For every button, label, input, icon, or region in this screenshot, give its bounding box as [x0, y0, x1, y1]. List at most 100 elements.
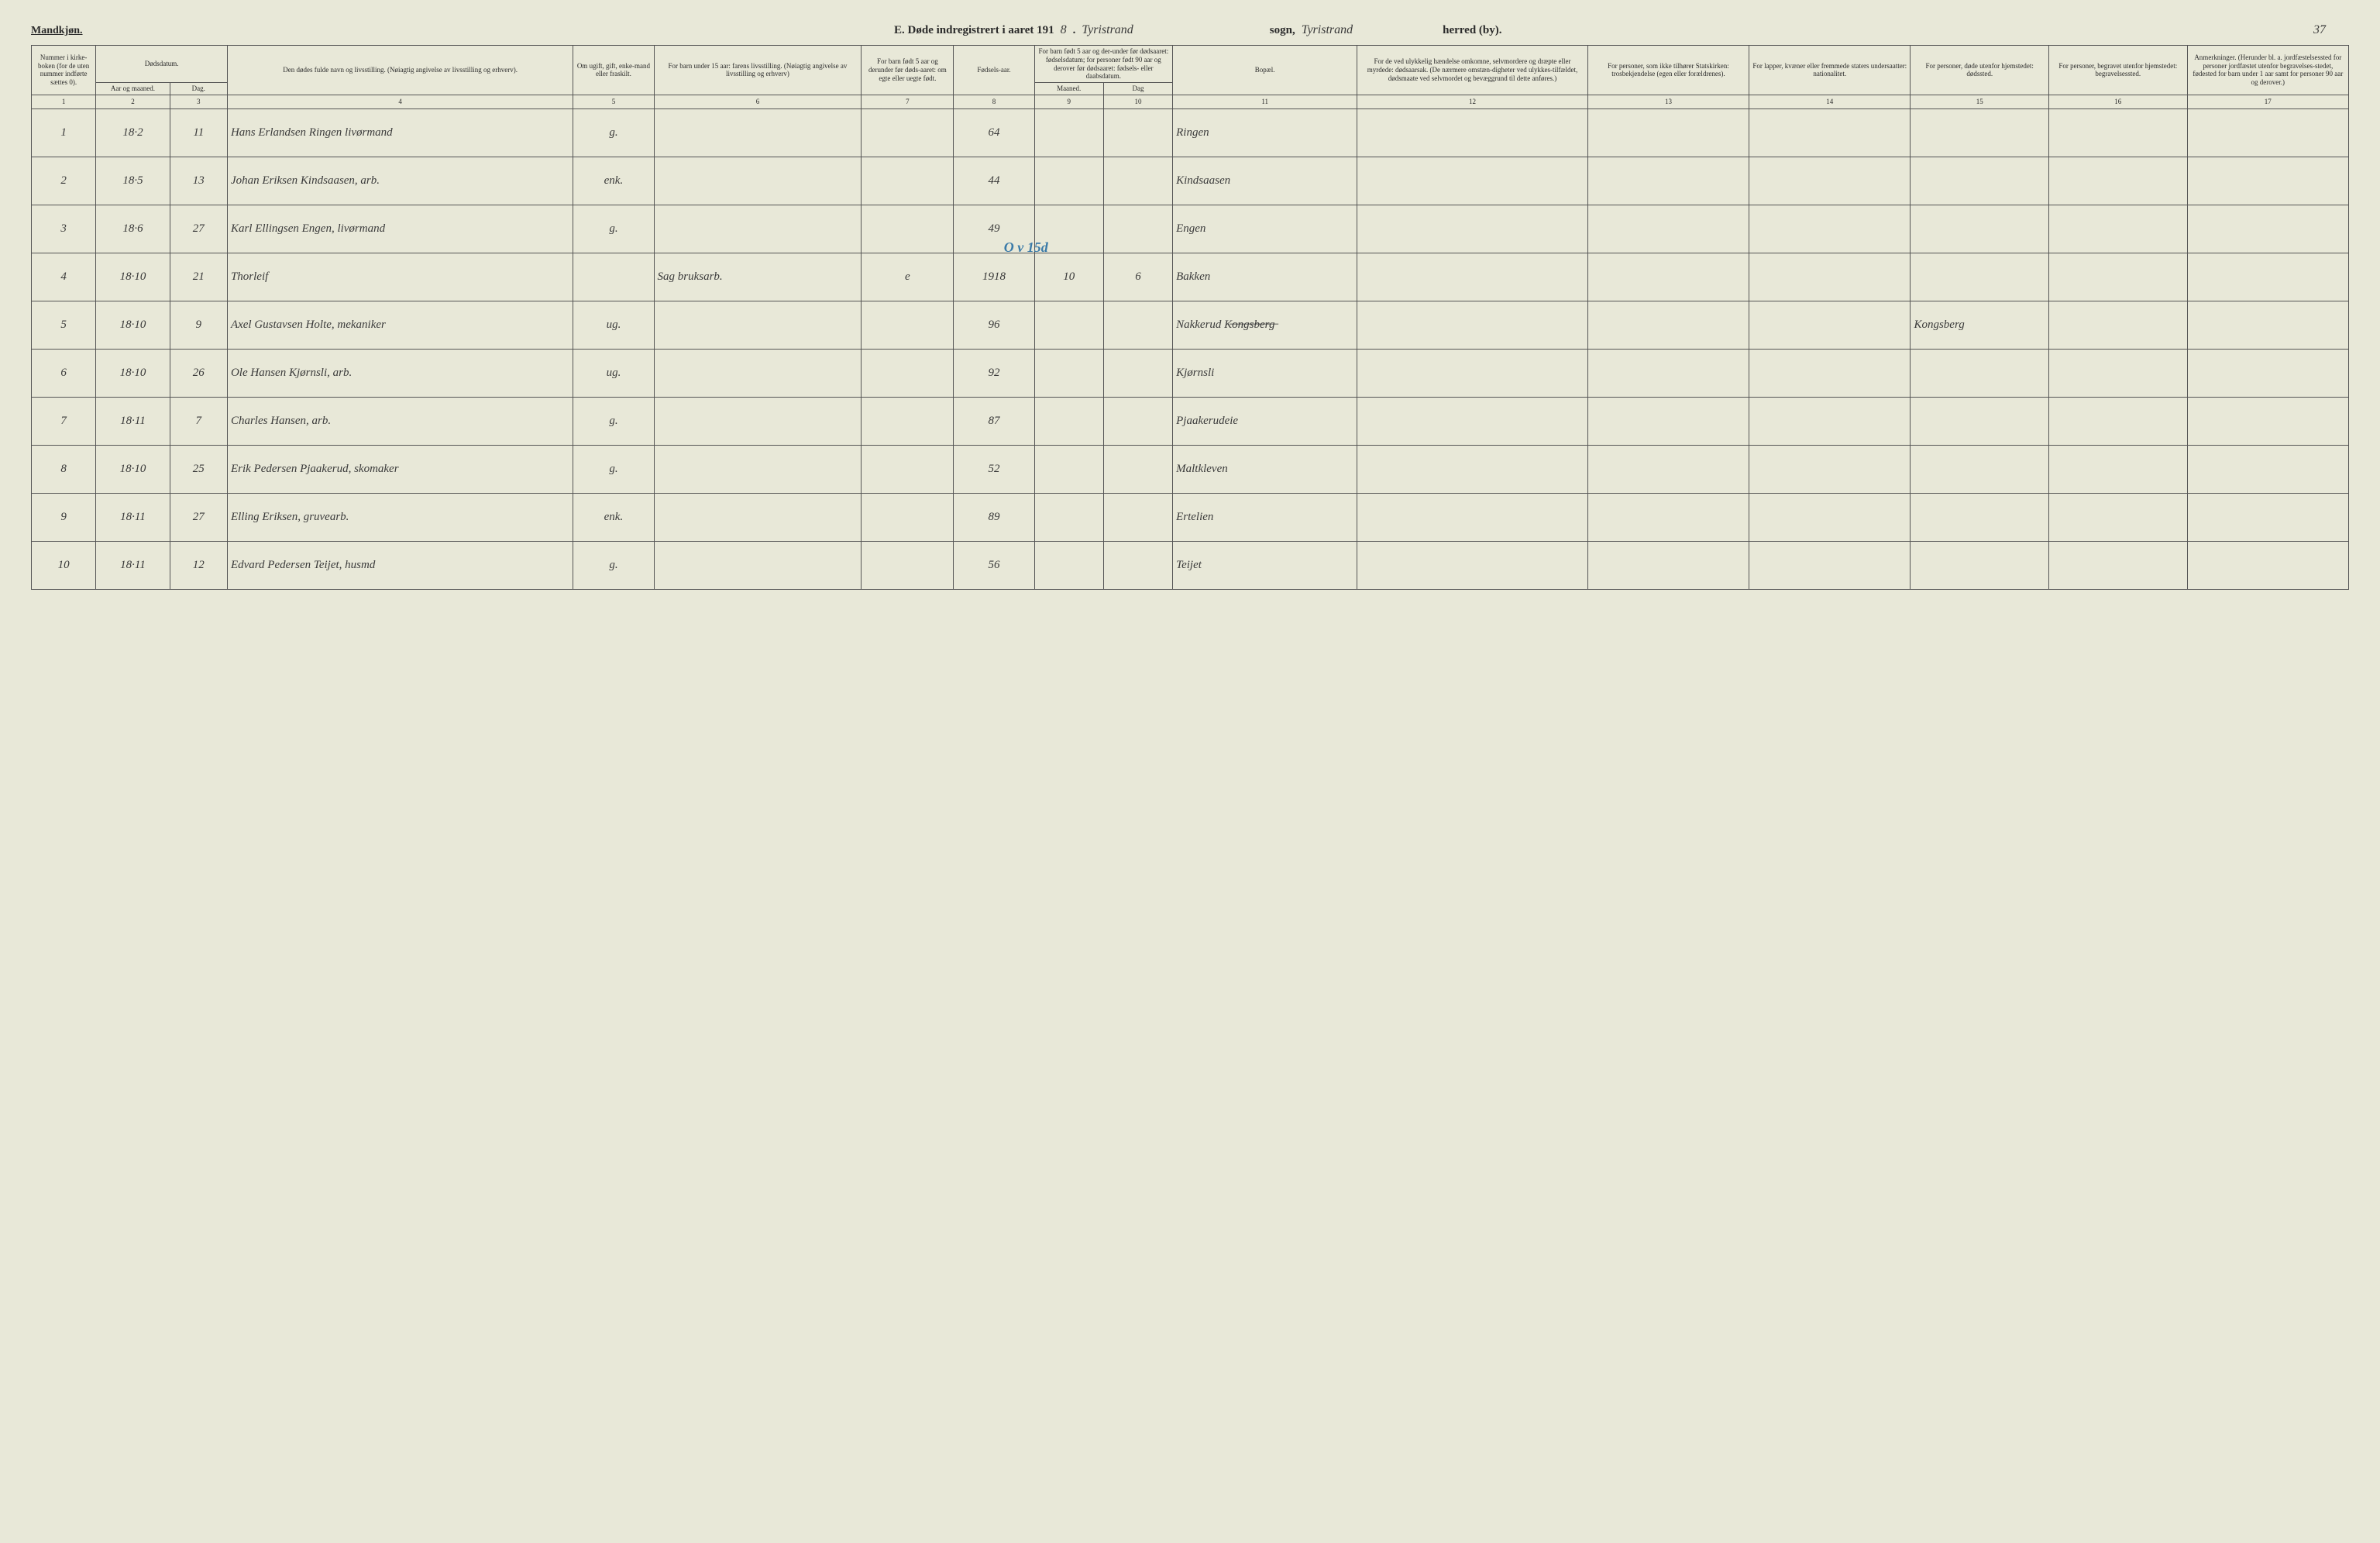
- cell-value: 10: [1063, 270, 1075, 283]
- cell-ym: 18·11: [96, 541, 170, 589]
- cell-value: Ringen: [1176, 126, 1209, 139]
- cell-value: Thorleif: [231, 270, 268, 283]
- title-period: .: [1073, 24, 1076, 37]
- column-number: 12: [1357, 95, 1588, 108]
- column-number: 15: [1911, 95, 2049, 108]
- cell-c6: [654, 541, 862, 589]
- cell-m: [1034, 541, 1103, 589]
- cell-c12: [1357, 541, 1588, 589]
- cell-ym: 18·10: [96, 253, 170, 301]
- cell-d: 11: [170, 108, 227, 157]
- cell-c15: [1911, 541, 2049, 589]
- table-row: 218·513Johan Eriksen Kindsaasen, arb.enk…: [32, 157, 2349, 205]
- table-row: 718·117Charles Hansen, arb.g.87Pjaakerud…: [32, 397, 2349, 445]
- cell-value: 89: [988, 511, 999, 523]
- cell-c16: [2049, 397, 2188, 445]
- cell-c6: [654, 301, 862, 349]
- cell-c13: [1587, 253, 1749, 301]
- cell-yr: 52: [954, 445, 1034, 493]
- cell-d: 27: [170, 493, 227, 541]
- cell-m: [1034, 301, 1103, 349]
- cell-dg: [1103, 205, 1172, 253]
- cell-name: Axel Gustavsen Holte, mekaniker: [227, 301, 573, 349]
- cell-c13: [1587, 301, 1749, 349]
- cell-c14: [1749, 541, 1911, 589]
- cell-value: 64: [988, 126, 999, 139]
- col-header: Nummer i kirke-boken (for de uten nummer…: [32, 46, 96, 95]
- cell-value: 8: [60, 463, 67, 475]
- cell-c7: [862, 541, 954, 589]
- cell-c13: [1587, 157, 1749, 205]
- cell-c17: [2187, 301, 2348, 349]
- cell-d: 27: [170, 205, 227, 253]
- cell-name: Thorleif: [227, 253, 573, 301]
- cell-n: 6: [32, 349, 96, 397]
- cell-value: g.: [609, 559, 617, 571]
- column-number: 4: [227, 95, 573, 108]
- col-header: Bopæl.: [1173, 46, 1357, 95]
- cell-c15: [1911, 349, 2049, 397]
- cell-value: Teijet: [1176, 559, 1202, 571]
- table-row: 418·1021ThorleifSag bruksarb.eO v 15d191…: [32, 253, 2349, 301]
- cell-c16: [2049, 108, 2188, 157]
- cell-n: 9: [32, 493, 96, 541]
- cell-bopel: Kjørnsli: [1173, 349, 1357, 397]
- cell-c15: [1911, 157, 2049, 205]
- cell-value: 27: [193, 222, 205, 235]
- col-header: For barn født 5 aar og der-under før død…: [1034, 46, 1173, 83]
- cell-value: 49: [988, 222, 999, 235]
- cell-value: ug.: [607, 367, 621, 379]
- cell-dg: [1103, 397, 1172, 445]
- cell-n: 2: [32, 157, 96, 205]
- table-head: Nummer i kirke-boken (for de uten nummer…: [32, 46, 2349, 109]
- cell-c14: [1749, 493, 1911, 541]
- cell-dg: [1103, 493, 1172, 541]
- cell-bopel: Kindsaasen: [1173, 157, 1357, 205]
- cell-value: Ole Hansen Kjørnsli, arb.: [231, 367, 352, 379]
- col-subheader: Maaned.: [1034, 83, 1103, 95]
- cell-value: 1918: [982, 270, 1006, 283]
- ledger-table: Nummer i kirke-boken (for de uten nummer…: [31, 45, 2349, 590]
- cell-c16: [2049, 301, 2188, 349]
- cell-value: e: [905, 270, 910, 283]
- cell-stat: ug.: [573, 349, 654, 397]
- ledger-page: Mandkjøn. E. Døde indregistrert i aaret …: [31, 23, 2349, 590]
- cell-c6: Sag bruksarb.: [654, 253, 862, 301]
- cell-yr: 89: [954, 493, 1034, 541]
- cell-m: [1034, 445, 1103, 493]
- col-header: Anmerkninger. (Herunder bl. a. jordfæste…: [2187, 46, 2348, 95]
- cell-value: Erik Pedersen Pjaakerud, skomaker: [231, 463, 399, 475]
- column-number: 14: [1749, 95, 1911, 108]
- cell-value: Kindsaasen: [1176, 174, 1230, 187]
- cell-m: [1034, 349, 1103, 397]
- table-row: 1018·1112Edvard Pedersen Teijet, husmdg.…: [32, 541, 2349, 589]
- cell-c12: [1357, 205, 1588, 253]
- cell-n: 10: [32, 541, 96, 589]
- cell-value: 11: [193, 126, 204, 139]
- cell-dg: 6: [1103, 253, 1172, 301]
- cell-c15: Kongsberg: [1911, 301, 2049, 349]
- col-subheader: Dag: [1103, 83, 1172, 95]
- cell-value: 21: [193, 270, 205, 283]
- cell-c13: [1587, 205, 1749, 253]
- cell-value: Kongsberg: [1914, 319, 1964, 331]
- cell-value: 27: [193, 511, 205, 523]
- cell-value: g.: [609, 415, 617, 427]
- cell-c12: [1357, 445, 1588, 493]
- cell-bopel: Engen: [1173, 205, 1357, 253]
- page-header: Mandkjøn. E. Døde indregistrert i aaret …: [31, 23, 2349, 37]
- cell-value: enk.: [604, 511, 624, 523]
- page-number: 37: [2313, 23, 2349, 37]
- cell-c16: [2049, 349, 2188, 397]
- title-prefix: E. Døde indregistrert i aaret 191: [894, 24, 1054, 37]
- herred-label: herred (by).: [1443, 24, 1501, 37]
- cell-value: 7: [196, 415, 202, 427]
- col-header: Den dødes fulde navn og livsstilling. (N…: [227, 46, 573, 95]
- column-number: 9: [1034, 95, 1103, 108]
- cell-yr: 44: [954, 157, 1034, 205]
- cell-value: 18·6: [122, 222, 143, 235]
- cell-value: Sag bruksarb.: [658, 270, 723, 283]
- cell-ym: 18·11: [96, 493, 170, 541]
- cell-c7: [862, 397, 954, 445]
- cell-c14: [1749, 253, 1911, 301]
